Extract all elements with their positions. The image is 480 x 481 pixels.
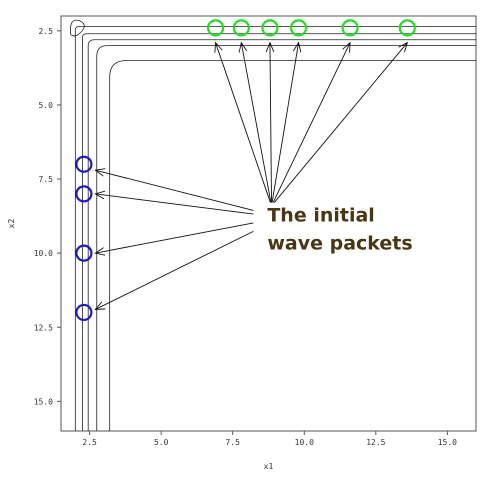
wave-packet-marker [232, 19, 250, 37]
x-tick-label: 5.0 [154, 438, 169, 447]
y-tick-label: 7.5 [39, 175, 54, 184]
annotation-line-1: The initial [267, 205, 374, 227]
annotation-arrow [95, 222, 254, 254]
arrow-head [398, 41, 409, 53]
wave-packet-marker [75, 303, 93, 322]
annotation-arrow [272, 42, 351, 203]
annotation-arrow [240, 42, 272, 203]
contour-line [109, 60, 476, 431]
x-tick-label: 15.0 [438, 438, 457, 447]
wave-packet-marker [398, 19, 416, 37]
wave-packet-marker [75, 244, 93, 262]
wave-packet-marker [206, 19, 225, 37]
x-tick-label: 12.5 [366, 438, 385, 447]
x-axis-ticks: 2.5 5.0 7.5 10.0 12.5 15.0 [82, 431, 457, 447]
annotation-arrow [95, 230, 254, 310]
y-axis-ticks: 2.5 5.0 7.5 10.0 12.5 15.0 [34, 27, 61, 406]
arrow-head [94, 247, 106, 256]
contour-line [74, 25, 476, 431]
x-tick-label: 7.5 [225, 438, 240, 447]
arrow-head [292, 41, 302, 53]
annotation-line-2: wave packets [267, 233, 412, 255]
x-tick-label: 2.5 [82, 438, 97, 447]
annotation-arrow [95, 169, 254, 211]
contour-line [96, 45, 476, 431]
y-tick-label: 15.0 [34, 397, 53, 406]
arrow-head [265, 41, 275, 53]
annotation-arrow [215, 42, 271, 203]
y-axis-label: x2 [7, 219, 16, 229]
y-tick-label: 12.5 [34, 323, 53, 332]
x-tick-label: 10.0 [295, 438, 314, 447]
wave-packet-marker [75, 185, 93, 203]
data-points [75, 19, 416, 322]
plot-area-frame [60, 15, 477, 432]
arrow-head [342, 41, 351, 53]
arrow-head [238, 41, 248, 53]
arrow-head [94, 168, 106, 177]
contour-lines [70, 19, 476, 431]
annotation-arrow [273, 42, 408, 203]
annotation-arrow [271, 42, 299, 203]
y-tick-label: 5.0 [39, 101, 54, 110]
y-tick-label: 10.0 [34, 249, 53, 258]
contour-line [87, 39, 476, 431]
wave-packet-marker [341, 19, 359, 37]
annotation-arrows [94, 41, 409, 310]
contour-line [82, 33, 476, 431]
arrow-head [214, 41, 223, 53]
x-axis-label: x1 [264, 462, 274, 471]
arrow-head [94, 301, 106, 310]
contour-loop [70, 19, 85, 37]
annotation-arrow [95, 193, 254, 215]
wave-packet-marker [75, 155, 93, 173]
wave-packet-marker [289, 19, 308, 37]
annotation-arrow [269, 42, 272, 203]
y-tick-label: 2.5 [39, 27, 54, 36]
wave-packet-marker [261, 19, 279, 37]
arrow-head [94, 190, 106, 200]
